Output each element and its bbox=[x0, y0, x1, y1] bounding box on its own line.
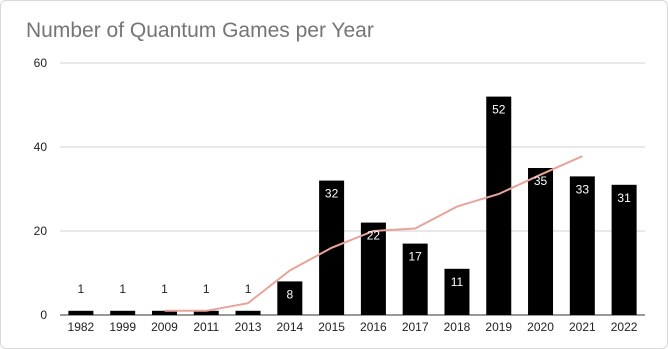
y-axis-ticks: 0 20 40 60 bbox=[34, 56, 48, 322]
y-tick-label: 20 bbox=[34, 224, 48, 238]
x-tick-label: 2021 bbox=[569, 320, 596, 334]
x-tick-label: 2011 bbox=[193, 320, 219, 334]
x-tick-label: 2014 bbox=[276, 320, 303, 334]
x-tick-label: 2022 bbox=[611, 320, 638, 334]
bar-series bbox=[68, 97, 636, 315]
x-tick-label: 2019 bbox=[485, 320, 512, 334]
x-tick-label: 2020 bbox=[527, 320, 554, 334]
data-label-2018: 11 bbox=[451, 275, 464, 289]
bar-2013 bbox=[236, 311, 261, 315]
bar-2019 bbox=[486, 97, 511, 315]
data-label-1982: 1 bbox=[78, 282, 85, 296]
x-tick-label: 2017 bbox=[402, 320, 429, 334]
data-label-2015: 32 bbox=[325, 187, 339, 201]
data-label-2019: 52 bbox=[492, 103, 506, 117]
bar-2020 bbox=[528, 168, 553, 315]
data-label-2014: 8 bbox=[286, 287, 293, 301]
x-tick-label: 1999 bbox=[109, 320, 136, 334]
data-label-2009: 1 bbox=[161, 282, 168, 296]
y-tick-label: 40 bbox=[34, 140, 48, 154]
x-tick-label: 2015 bbox=[318, 320, 345, 334]
bar-1982 bbox=[68, 311, 93, 315]
bar-2021 bbox=[570, 176, 595, 315]
data-label-2021: 33 bbox=[576, 182, 590, 196]
x-axis-ticks: 1982 1999 2009 2011 2013 2014 2015 2016 2017 2018… bbox=[68, 320, 638, 334]
data-label-2016: 22 bbox=[367, 229, 381, 243]
x-tick-label: 1982 bbox=[68, 320, 95, 334]
x-tick-label: 2016 bbox=[360, 320, 387, 334]
data-label-2020: 35 bbox=[534, 174, 548, 188]
x-tick-label: 2013 bbox=[235, 320, 262, 334]
gridlines bbox=[60, 63, 645, 315]
data-label-1999: 1 bbox=[119, 282, 126, 296]
data-label-2022: 31 bbox=[617, 191, 631, 205]
y-tick-label: 0 bbox=[40, 308, 47, 322]
x-tick-label: 2018 bbox=[444, 320, 471, 334]
data-label-2011: 1 bbox=[203, 282, 210, 296]
bar-1999 bbox=[110, 311, 135, 315]
data-label-2013: 1 bbox=[245, 282, 252, 296]
y-tick-label: 60 bbox=[34, 56, 48, 70]
data-label-2017: 17 bbox=[408, 250, 422, 264]
x-tick-label: 2009 bbox=[151, 320, 178, 334]
